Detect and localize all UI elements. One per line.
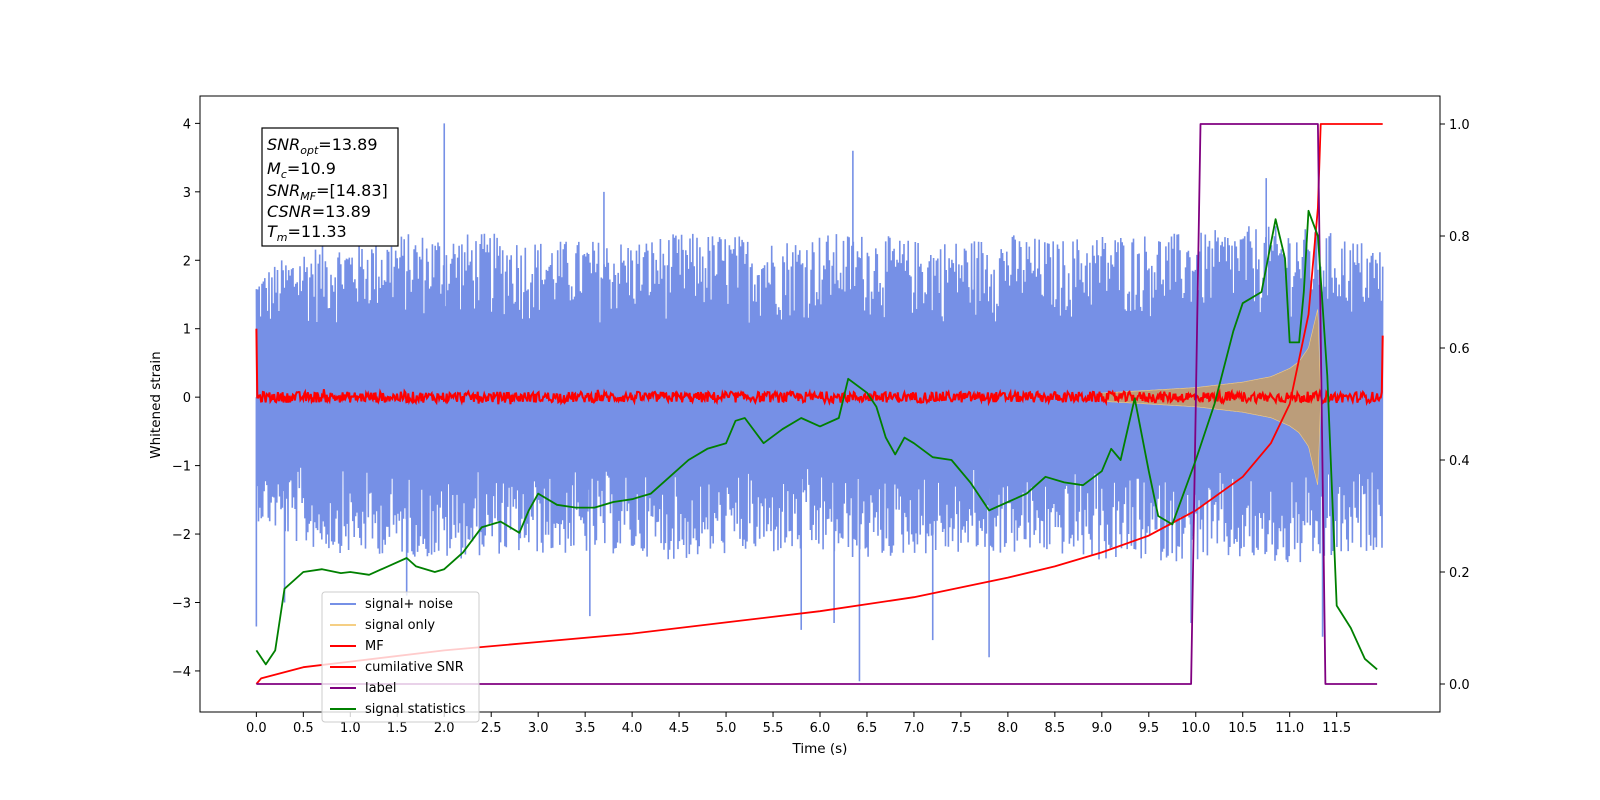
x-tick-label: 3.0 <box>528 721 549 736</box>
x-tick-label: 10.0 <box>1181 721 1210 736</box>
y-tick-label: −4 <box>172 665 191 680</box>
x-tick-label: 9.0 <box>1091 721 1112 736</box>
annotation-snr-mf: SNRMF=[14.83] <box>267 181 388 203</box>
annotation-frame <box>261 127 399 247</box>
x-tick-label: 5.0 <box>716 721 737 736</box>
y-tick-label: 4 <box>183 117 191 132</box>
series-mf <box>255 328 1384 407</box>
y-axis-label: Whitened strain <box>148 351 164 458</box>
x-tick-label: 8.5 <box>1045 721 1066 736</box>
y-right-tick-label: 0.8 <box>1449 230 1470 245</box>
annotation-box: SNRopt=13.89 Mc=10.9 SNRMF=[14.83] CSNR=… <box>261 127 399 247</box>
y-tick-label: −3 <box>172 596 191 611</box>
x-tick-label: 8.0 <box>998 721 1019 736</box>
x-tick-label: 0.0 <box>246 721 267 736</box>
y-right-tick-label: 0.4 <box>1449 454 1470 469</box>
series-lines-layer <box>255 123 1384 685</box>
x-tick-label: 2.5 <box>481 721 502 736</box>
axis-ticks-layer: 0.0 0.5 1.0 1.5 2.0 2.5 3.0 3.5 4.0 4.5 5.0 5.5 6.0 6… <box>172 117 1470 736</box>
x-tick-label: 7.5 <box>951 721 972 736</box>
y-right-tick-label: 1.0 <box>1449 118 1470 133</box>
x-axis-label: Time (s) <box>792 741 848 757</box>
x-tick-label: 6.0 <box>810 721 831 736</box>
x-tick-label: 11.0 <box>1275 721 1304 736</box>
y-tick-label: −1 <box>172 460 191 475</box>
legend-label-cumulative-snr: cumilative SNR <box>365 660 464 675</box>
x-tick-label: 3.5 <box>575 721 596 736</box>
legend-frame <box>321 591 480 723</box>
x-tick-label: 4.5 <box>669 721 690 736</box>
y-tick-label: −2 <box>172 528 191 543</box>
legend-label-label: label <box>365 681 396 696</box>
annotation-mc: Mc=10.9 <box>267 159 336 181</box>
legend-label-signal-statistics: signal statistics <box>365 702 466 717</box>
x-tick-label: 9.5 <box>1138 721 1159 736</box>
annotation-tm: Tm=11.33 <box>267 222 347 244</box>
x-tick-label: 0.5 <box>293 721 314 736</box>
legend: signal+ noise signal only MF cumilative … <box>321 591 480 723</box>
x-tick-label: 11.5 <box>1322 721 1351 736</box>
x-tick-label: 6.5 <box>857 721 878 736</box>
legend-label-signal-noise: signal+ noise <box>365 597 453 612</box>
x-tick-label: 10.5 <box>1228 721 1257 736</box>
x-tick-label: 1.5 <box>387 721 408 736</box>
annotation-csnr: CSNR=13.89 <box>267 202 371 221</box>
x-tick-label: 7.0 <box>904 721 925 736</box>
legend-label-mf: MF <box>365 639 384 654</box>
x-tick-label: 1.0 <box>340 721 361 736</box>
legend-label-signal-only: signal only <box>365 618 435 633</box>
series-label <box>256 123 1378 685</box>
annotation-snr-opt: SNRopt=13.89 <box>267 135 378 157</box>
y-right-tick-label: 0.6 <box>1449 342 1470 357</box>
series-signal-statistics <box>255 209 1378 671</box>
y-tick-label: 3 <box>183 186 191 201</box>
x-tick-label: 2.0 <box>434 721 455 736</box>
x-tick-label: 5.5 <box>763 721 784 736</box>
y-tick-label: 0 <box>183 391 191 406</box>
y-right-tick-label: 0.0 <box>1449 678 1470 693</box>
y-right-tick-label: 0.2 <box>1449 566 1470 581</box>
y-tick-label: 2 <box>183 254 191 269</box>
y-tick-label: 1 <box>183 323 191 338</box>
x-tick-label: 4.0 <box>622 721 643 736</box>
